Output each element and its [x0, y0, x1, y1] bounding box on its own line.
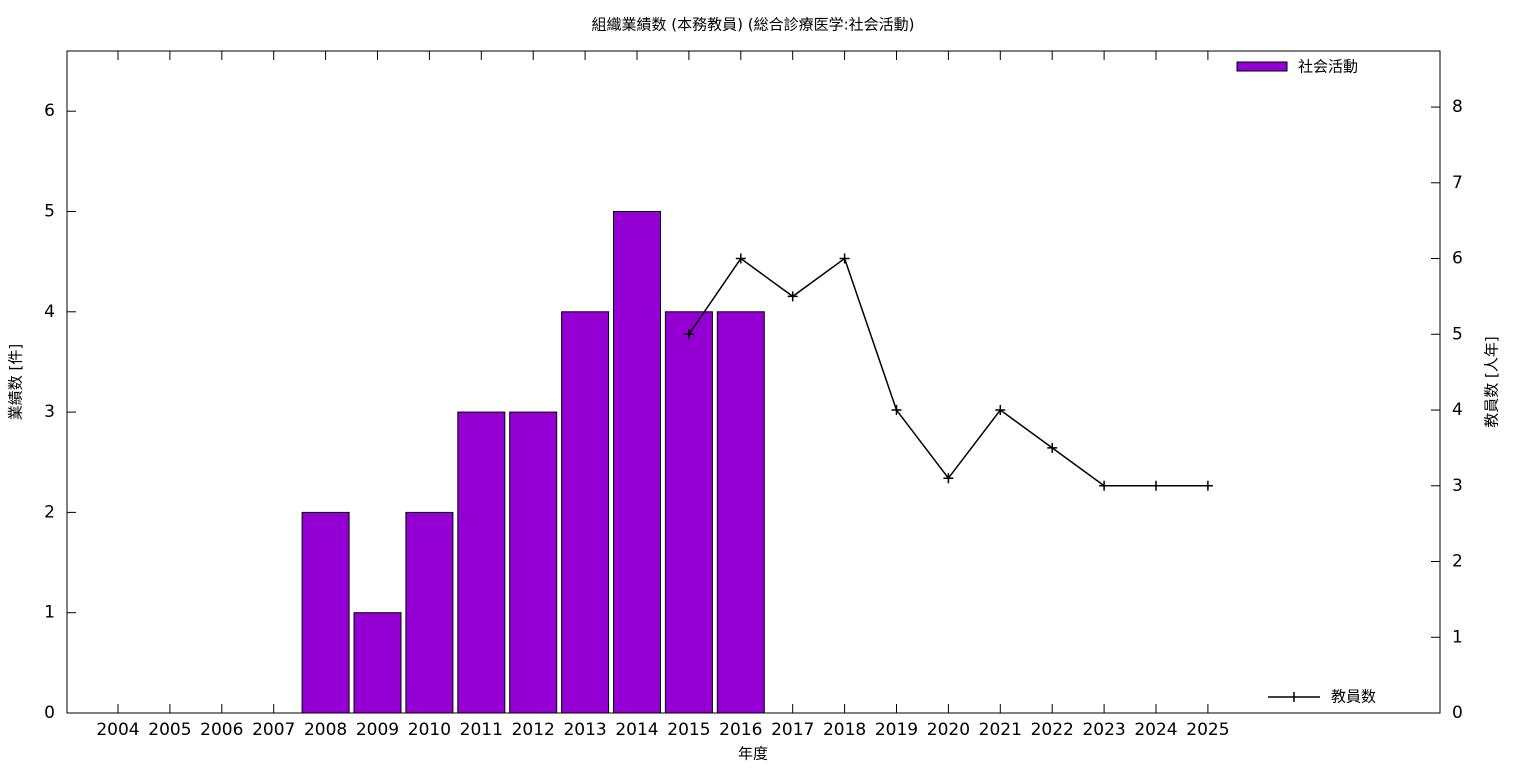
x-tick-label: 2010: [408, 720, 451, 740]
y2-tick-label: 7: [1452, 173, 1463, 193]
legend-swatch: [1236, 61, 1288, 72]
y-tick-label: 1: [44, 603, 55, 623]
bar: [405, 511, 454, 714]
y2-tick-label: 6: [1452, 249, 1463, 269]
x-tick-label: 2008: [304, 720, 347, 740]
x-tick-label: 2012: [512, 720, 555, 740]
x-tick-label: 2009: [356, 720, 399, 740]
y-tick-label: 2: [44, 502, 55, 522]
y-axis-label: 業績数 [件]: [7, 344, 25, 420]
point: [683, 329, 694, 340]
x-tick-label: 2022: [1031, 720, 1074, 740]
x-tick-label: 2018: [823, 720, 866, 740]
legend-label: 教員数: [1331, 688, 1376, 706]
x-tick-label: 2024: [1134, 720, 1177, 740]
point: [787, 291, 798, 302]
bar: [509, 411, 558, 714]
x-tick-label: 2021: [979, 720, 1022, 740]
y2-axis-label: 教員数 [人年]: [1483, 336, 1501, 427]
x-tick-label: 2013: [563, 720, 606, 740]
x-tick-label: 2007: [252, 720, 295, 740]
point: [891, 405, 902, 416]
x-tick-label: 2015: [667, 720, 710, 740]
y-tick-label: 6: [44, 101, 55, 121]
x-tick-label: 2006: [200, 720, 243, 740]
point: [839, 253, 850, 264]
bar: [664, 311, 713, 714]
x-tick-label: 2004: [96, 720, 139, 740]
x-tick-label: 2016: [719, 720, 762, 740]
line: [688, 257, 1208, 487]
x-tick-label: 2011: [460, 720, 503, 740]
y2-tick-label: 2: [1452, 552, 1463, 572]
point: [1047, 442, 1058, 453]
y-tick-label: 4: [44, 302, 55, 322]
point: [1202, 480, 1213, 491]
y2-tick-label: 3: [1452, 476, 1463, 496]
x-tick-label: 2025: [1186, 720, 1229, 740]
x-tick-label: 2020: [927, 720, 970, 740]
y2-tick-label: 8: [1452, 97, 1463, 117]
x-axis-label: 年度: [738, 745, 768, 763]
x-tick-label: 2019: [875, 720, 918, 740]
y-tick-label: 0: [44, 703, 55, 723]
bar: [457, 411, 506, 714]
bar: [301, 511, 350, 714]
point: [1099, 480, 1110, 491]
y2-tick-label: 4: [1452, 400, 1463, 420]
y-tick-label: 3: [44, 402, 55, 422]
legend-label: 社会活動: [1298, 58, 1358, 76]
bar: [613, 210, 661, 714]
y2-tick-label: 0: [1452, 703, 1463, 723]
x-tick-label: 2023: [1082, 720, 1125, 740]
y2-tick-label: 1: [1452, 627, 1463, 647]
point: [1151, 480, 1161, 491]
legend-swatch: [1268, 692, 1320, 702]
x-tick-label: 2014: [615, 720, 658, 740]
point: [943, 473, 954, 484]
chart-title: 組織業績数 (本務教員) (総合診療医学:社会活動): [591, 16, 914, 34]
point: [995, 405, 1006, 416]
bar: [561, 311, 610, 714]
point: [735, 253, 746, 264]
bar: [716, 311, 765, 714]
y2-tick-label: 5: [1452, 324, 1463, 344]
x-tick-label: 2017: [771, 720, 814, 740]
bar: [353, 612, 402, 714]
x-tick-label: 2005: [148, 720, 191, 740]
y-tick-label: 5: [44, 201, 55, 221]
